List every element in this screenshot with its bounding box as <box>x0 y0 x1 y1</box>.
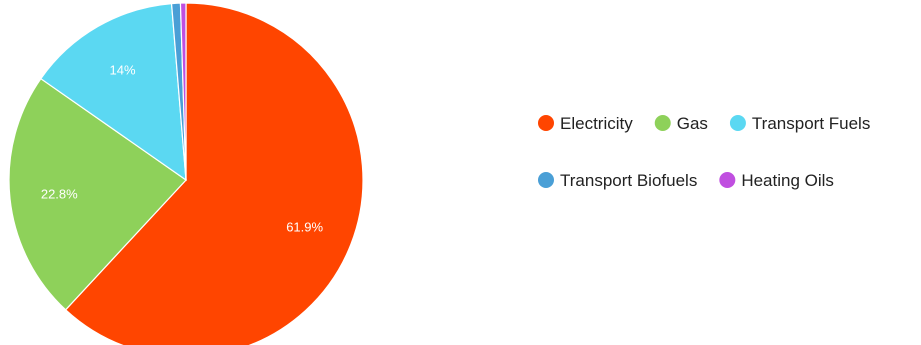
data-label-gas: 22.8% <box>41 187 78 202</box>
pie-slice-transport-fuels[interactable] <box>40 2 187 182</box>
legend-item-transport-biofuels[interactable]: Transport Biofuels <box>538 171 697 190</box>
legend-swatch-gas <box>654 115 671 131</box>
legend-swatch-heating-oils <box>719 172 736 188</box>
legend-swatch-transport-fuels <box>729 115 746 131</box>
data-label-electricity: 61.9% <box>286 220 323 235</box>
legend-label-electricity: Electricity <box>560 114 633 133</box>
pie-slice-gas[interactable] <box>8 77 187 311</box>
legend-item-transport-fuels[interactable]: Transport Fuels <box>729 114 870 133</box>
pie-slice-heating-oils[interactable] <box>179 2 187 181</box>
legend-label-transport-fuels: Transport Fuels <box>752 114 870 133</box>
pie-slice-electricity[interactable] <box>64 2 364 345</box>
legend-item-electricity[interactable]: Electricity <box>538 114 633 133</box>
legend-label-gas: Gas <box>677 114 708 133</box>
legend: Electricity Gas Transport Fuels Transport B… <box>538 114 870 190</box>
data-label-transport-fuels: 14% <box>109 63 135 78</box>
pie-data-labels: 61.9% 22.8% 14% <box>41 63 324 235</box>
pie-slices <box>8 2 364 345</box>
legend-item-gas[interactable]: Gas <box>654 114 708 133</box>
legend-item-heating-oils[interactable]: Heating Oils <box>719 171 834 190</box>
legend-swatch-transport-biofuels <box>538 172 554 188</box>
legend-label-heating-oils: Heating Oils <box>741 171 834 190</box>
legend-swatch-electricity <box>538 115 554 131</box>
legend-label-transport-biofuels: Transport Biofuels <box>560 171 697 190</box>
